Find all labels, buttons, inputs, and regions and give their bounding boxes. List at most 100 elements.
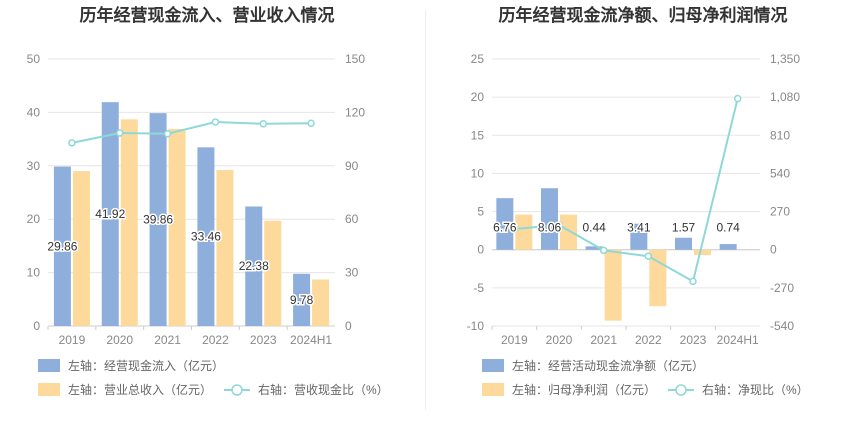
- x-axis-category-label: 2024H1: [290, 333, 332, 347]
- left-axis-tick-label: 0: [477, 243, 484, 257]
- left-axis-tick-label: -5: [473, 281, 484, 295]
- bar-2023-blue: [675, 237, 692, 250]
- bar-2019-orange: [515, 214, 533, 250]
- x-axis-category-label: 2022: [635, 333, 662, 347]
- bar-2024H1-blue: [719, 244, 737, 250]
- line-point: [689, 277, 697, 286]
- bar-2021-blue: [149, 113, 167, 326]
- bar-2023-orange: [264, 220, 282, 326]
- bar-data-label: 22.38: [239, 259, 269, 273]
- right-axis-tick-label: 1,080: [770, 90, 800, 104]
- bar-2019-blue: [496, 198, 514, 250]
- chart-panel-1: 历年经营现金流入、营业收入情况 0 10 20 30 40 50 0 30 60 90 120 150 2…: [27, 5, 389, 397]
- left-axis-tick-label: 50: [27, 52, 41, 66]
- right-axis-tick-label: 150: [345, 52, 365, 66]
- right-axis-tick-label: -540: [770, 319, 794, 333]
- bar-2021-orange: [604, 249, 622, 321]
- legend-label-orange: 左轴：营业总收入（亿元）: [68, 382, 212, 397]
- bar-2020-blue: [101, 102, 119, 326]
- line-series: [71, 121, 312, 144]
- bar-2021-blue: [585, 246, 603, 250]
- right-axis-tick-label: 60: [345, 212, 359, 226]
- right-axis-tick-label: 120: [345, 105, 365, 119]
- legend-swatch-line-marker: [231, 384, 243, 396]
- bar-2024H1-blue: [293, 273, 311, 326]
- bar-2022-orange: [216, 170, 234, 326]
- line-point: [116, 129, 124, 137]
- line-point: [259, 120, 267, 128]
- bar-2020-orange: [560, 214, 577, 250]
- right-axis-tick-label: 270: [770, 205, 790, 219]
- right-axis-tick-label: 1,350: [770, 52, 800, 66]
- bar-data-label: 0.74: [716, 221, 740, 235]
- left-axis-tick-label: 5: [477, 205, 484, 219]
- right-axis-tick-label: 90: [345, 159, 359, 173]
- line-point: [733, 94, 742, 103]
- x-axis-category-label: 2021: [590, 333, 617, 347]
- bar-2023-blue: [245, 206, 263, 326]
- line-point: [599, 246, 608, 255]
- bar-data-label: 6.76: [493, 221, 517, 235]
- left-axis-tick-label: 25: [471, 52, 485, 66]
- bar-2019-orange: [72, 171, 90, 326]
- x-axis-category-label: 2023: [250, 333, 277, 347]
- x-axis-category-label: 2020: [106, 333, 133, 347]
- right-axis-tick-label: 810: [770, 128, 790, 142]
- left-axis-tick-label: 20: [27, 212, 41, 226]
- right-axis-tick-label: 0: [345, 319, 352, 333]
- left-axis-tick-label: 30: [27, 159, 41, 173]
- x-axis-category-label: 2024H1: [717, 333, 759, 347]
- left-axis-tick-label: 15: [471, 128, 485, 142]
- left-axis-tick-label: 10: [471, 166, 485, 180]
- x-axis-category-label: 2020: [546, 333, 573, 347]
- legend-label-orange: 左轴：归母净利润（亿元）: [512, 382, 656, 397]
- bar-2022-blue: [197, 147, 215, 326]
- right-axis-tick-label: -270: [770, 281, 794, 295]
- x-axis-category-label: 2019: [59, 333, 86, 347]
- right-axis-tick-label: 540: [770, 166, 790, 180]
- bar-2019-blue: [53, 166, 71, 326]
- legend-label-blue: 左轴：经营现金流入（亿元）: [68, 358, 224, 373]
- left-axis-tick-label: -10: [467, 319, 485, 333]
- legend-swatch-blue: [482, 359, 504, 372]
- bar-data-label: 9.78: [290, 293, 314, 307]
- bar-2024H1-orange: [312, 279, 330, 326]
- chart-panel-2: 历年经营现金流净额、归母净利润情况 -10 -5 0 5 10 15 20 25 -540 -270…: [467, 5, 809, 397]
- bar-data-label: 33.46: [191, 230, 221, 244]
- left-axis-tick-label: 40: [27, 105, 41, 119]
- bar-data-label: 0.44: [582, 221, 606, 235]
- bar-2020-blue: [541, 188, 558, 250]
- x-axis-category-label: 2022: [202, 333, 229, 347]
- bar-data-label: 29.86: [47, 239, 77, 253]
- bar-data-label: 39.86: [143, 213, 173, 227]
- legend-label-line: 右轴：净现比（%）: [702, 382, 809, 397]
- legend-swatch-blue: [38, 359, 60, 372]
- bar-2022-blue: [630, 223, 648, 250]
- x-axis-category-label: 2021: [154, 333, 181, 347]
- line-point: [68, 139, 76, 147]
- legend-label-line: 右轴：营收现金比（%）: [258, 382, 389, 397]
- left-axis-tick-label: 10: [27, 266, 41, 280]
- bar-data-label: 41.92: [95, 207, 125, 221]
- line-point: [307, 119, 315, 128]
- legend-label-blue: 左轴：经营活动现金流净额（亿元）: [512, 358, 704, 373]
- left-axis-tick-label: 20: [471, 90, 485, 104]
- right-axis-tick-label: 30: [345, 266, 359, 280]
- line-point: [644, 252, 653, 260]
- line-point: [510, 225, 519, 233]
- legend-swatch-orange: [38, 383, 60, 396]
- legend-swatch-line-marker: [675, 384, 687, 396]
- line-series: [514, 98, 739, 283]
- left-axis-tick-label: 0: [33, 319, 40, 333]
- bar-2023-orange: [694, 249, 711, 256]
- x-axis-category-label: 2023: [680, 333, 707, 347]
- chart-title: 历年经营现金流入、营业收入情况: [80, 5, 335, 25]
- bar-2021-orange: [168, 128, 186, 326]
- right-axis-tick-label: 0: [770, 243, 777, 257]
- line-point: [211, 118, 220, 126]
- bar-data-label: 3.41: [627, 221, 651, 235]
- line-point: [163, 130, 172, 138]
- bar-2020-orange: [120, 119, 138, 326]
- chart-title: 历年经营现金流净额、归母净利润情况: [499, 5, 788, 25]
